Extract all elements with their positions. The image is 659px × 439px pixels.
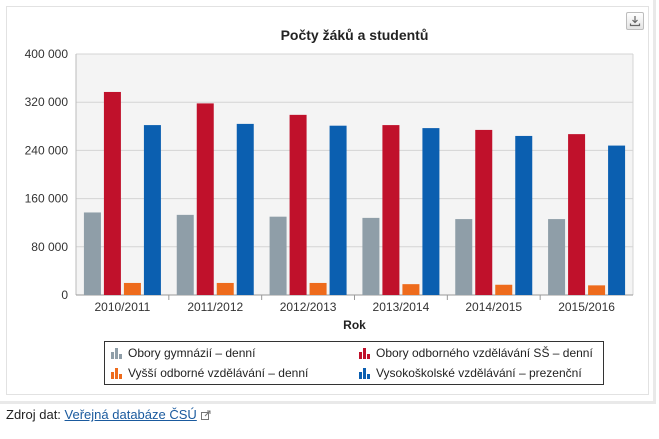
legend-item[interactable]: Obory odborného vzdělávání SŠ – denní [359,346,593,360]
bar-chart-icon [111,348,122,359]
chart-panel-border [6,6,649,395]
bar [382,125,400,295]
chart-title: Počty žáků a studentů [281,27,429,43]
bar-chart-icon [111,368,122,379]
x-tick-label: 2015/2016 [558,300,615,314]
bar [548,219,566,295]
bar [475,129,493,295]
source-label: Zdroj dat: [6,407,61,422]
y-tick-label: 160 000 [25,192,69,206]
bar [103,91,121,296]
bar-chart: Počty žáků a studentů 0 80 000 160 000 240 0… [25,27,634,332]
x-tick-label: 2013/2014 [373,300,430,314]
legend-item[interactable]: Vyšší odborné vzdělávání – denní [111,366,308,380]
bar [362,217,380,295]
legend-item[interactable]: Obory gymnázií – denní [111,346,255,360]
download-button[interactable] [626,12,644,30]
x-tick-label: 2012/2013 [280,300,337,314]
bar [143,125,161,295]
legend-item[interactable]: Vysokoškolské vzdělávání – prezenční [359,366,582,380]
bar [455,219,473,295]
bar [402,284,420,295]
bar [269,216,287,295]
bar [176,214,194,295]
y-tick-label: 0 [61,288,68,302]
plot-area [76,54,633,295]
legend-label: Vysokoškolské vzdělávání – prezenční [376,366,582,380]
bar [588,285,606,295]
bar [568,134,586,295]
bar [515,135,533,295]
bar [196,103,214,295]
bar [289,114,307,295]
source-link[interactable]: Veřejná databáze ČSÚ [64,407,197,422]
bar [236,123,254,295]
x-axis-label: Rok [343,318,366,332]
legend-label: Obory odborného vzdělávání SŠ – denní [376,346,593,360]
download-icon [629,16,641,27]
legend-label: Vyšší odborné vzdělávání – denní [128,366,309,380]
x-tick-label: 2014/2015 [465,300,522,314]
x-tick-label: 2010/2011 [94,300,150,314]
bar-chart-icon [359,348,370,359]
bar-chart-icon [359,368,370,379]
bar [608,145,626,295]
bar [123,282,141,295]
y-tick-label: 320 000 [25,95,69,109]
external-link-icon [200,408,211,423]
bar [422,128,440,295]
x-tick-label: 2011/2012 [187,300,243,314]
legend-label: Obory gymnázií – denní [128,346,256,360]
y-tick-label: 80 000 [31,240,68,254]
bar [216,282,234,295]
data-source: Zdroj dat: Veřejná databáze ČSÚ [6,407,211,423]
y-tick-label: 400 000 [25,47,69,61]
bar [329,125,347,295]
bar [495,284,513,295]
bar [83,212,101,295]
chart-legend: Obory gymnázií – denní Obory odborného vz… [104,341,604,385]
bar [309,282,327,295]
y-tick-label: 240 000 [25,143,69,157]
